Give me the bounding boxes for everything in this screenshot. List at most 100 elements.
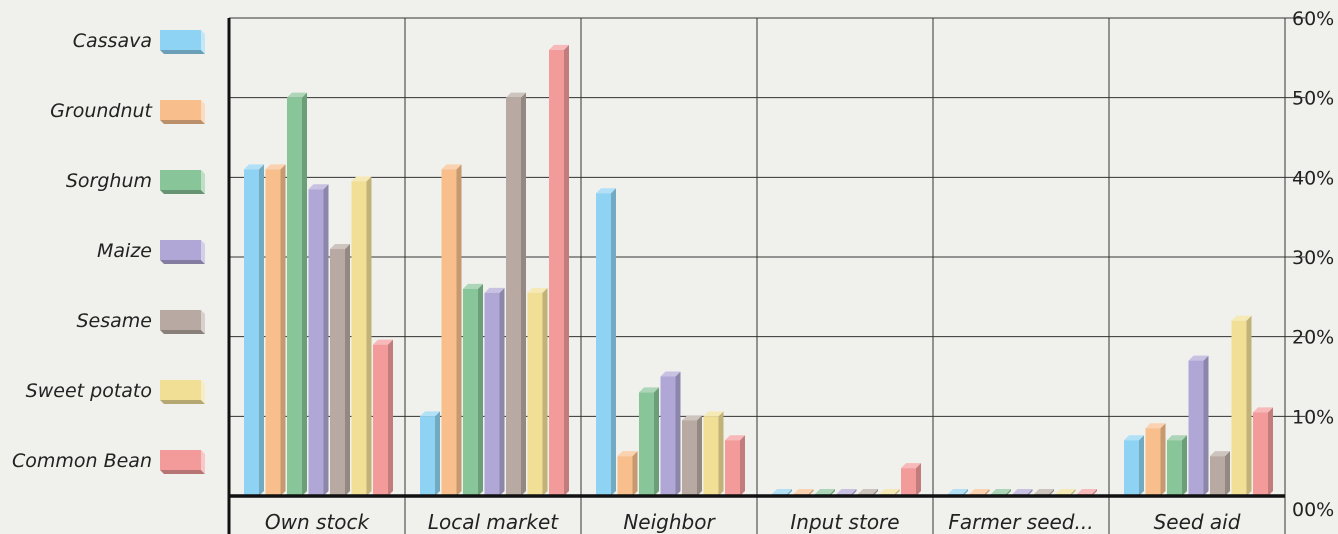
- bar-side: [478, 283, 483, 496]
- bar-top: [373, 339, 393, 345]
- x-tick-label: Neighbor: [623, 510, 716, 534]
- x-tick-label: Own stock: [265, 510, 371, 534]
- bar-top: [836, 489, 857, 494]
- legend-label: Cassava: [73, 30, 152, 52]
- bar-top: [244, 164, 264, 170]
- bar-top: [287, 92, 307, 98]
- bar: [660, 376, 676, 496]
- bar: [484, 292, 500, 496]
- legend-swatch-shadow: [160, 470, 205, 474]
- bar-top: [1077, 489, 1097, 494]
- bar-top: [351, 176, 372, 182]
- legend-swatch-edge: [201, 380, 205, 404]
- bar-top: [858, 489, 878, 494]
- bar: [441, 169, 457, 496]
- bar-side: [611, 188, 616, 496]
- bar-top: [772, 489, 792, 494]
- legend-swatch: [160, 380, 201, 400]
- bar-side: [323, 184, 329, 497]
- bar: [596, 193, 611, 496]
- bar-top: [549, 44, 569, 50]
- bar-top: [527, 287, 548, 293]
- legend-label: Groundnut: [50, 100, 153, 122]
- y-tick-label: 50%: [1292, 88, 1334, 110]
- bar-top: [420, 411, 440, 417]
- x-tick-label: Seed aid: [1154, 510, 1241, 534]
- bar-top: [1167, 435, 1187, 441]
- x-tick-label: Input store: [790, 510, 899, 534]
- legend-label: Maize: [97, 240, 152, 262]
- legend-swatch-edge: [201, 30, 205, 54]
- bar-top: [639, 387, 659, 393]
- bar-side: [280, 164, 286, 496]
- bar-top: [441, 164, 462, 170]
- bar-top: [506, 92, 526, 98]
- bar-side: [542, 287, 548, 496]
- bar: [1210, 456, 1225, 496]
- bar: [244, 169, 259, 496]
- bar: [725, 440, 740, 496]
- bar: [1188, 360, 1204, 496]
- bar: [420, 416, 435, 496]
- legend-swatch-edge: [201, 450, 205, 474]
- bar-side: [632, 451, 638, 496]
- bar-top: [1034, 489, 1054, 494]
- bar: [1167, 440, 1182, 496]
- bar-top: [793, 489, 814, 494]
- bar-side: [718, 411, 724, 496]
- bar-top: [1055, 489, 1076, 494]
- bar-top: [1145, 423, 1166, 429]
- bar-side: [564, 44, 569, 496]
- bar: [703, 416, 719, 496]
- bar: [1253, 412, 1268, 496]
- legend-swatch-edge: [201, 100, 205, 124]
- legend-label: Sweet potato: [26, 380, 152, 402]
- y-tick-label: 30%: [1292, 247, 1334, 269]
- bar-top: [596, 188, 616, 194]
- bar-top: [660, 371, 681, 377]
- bar-side: [675, 371, 681, 496]
- bar-side: [456, 164, 462, 496]
- bar: [287, 97, 302, 497]
- legend-swatch: [160, 100, 201, 120]
- legend-swatch-shadow: [160, 50, 205, 54]
- bar: [351, 181, 367, 497]
- bar-top: [969, 489, 990, 494]
- legend-swatch-shadow: [160, 120, 205, 124]
- bar-top: [1253, 407, 1273, 413]
- bar: [639, 392, 654, 496]
- bar-side: [1268, 407, 1273, 496]
- legend-swatch-edge: [201, 310, 205, 334]
- bar-top: [703, 411, 724, 417]
- bar-side: [435, 411, 440, 496]
- bar-top: [879, 489, 900, 494]
- y-tick-label: 00%: [1292, 499, 1334, 521]
- legend-swatch-edge: [201, 240, 205, 264]
- legend-swatch: [160, 310, 201, 330]
- y-tick-label: 10%: [1292, 406, 1334, 428]
- bar: [330, 249, 345, 496]
- bar-side: [740, 435, 745, 496]
- bar-side: [697, 415, 702, 496]
- legend-label: Sesame: [77, 310, 153, 332]
- bar-side: [521, 92, 526, 497]
- bar-top: [1124, 435, 1144, 441]
- bar-top: [330, 244, 350, 250]
- bar: [463, 288, 478, 496]
- y-tick-label: 20%: [1292, 327, 1334, 349]
- bar-side: [302, 92, 307, 497]
- bar-top: [682, 415, 702, 421]
- bar-side: [1203, 355, 1209, 496]
- bar-top: [1210, 451, 1230, 457]
- bar-side: [1246, 315, 1252, 496]
- legend-label: Sorghum: [66, 170, 152, 192]
- bar: [373, 344, 388, 496]
- bar-top: [308, 184, 329, 190]
- bar-side: [345, 244, 350, 496]
- x-tick-label: Farmer seed...: [948, 510, 1093, 534]
- legend-swatch: [160, 170, 201, 190]
- bar-top: [1012, 489, 1033, 494]
- bar: [1231, 320, 1247, 496]
